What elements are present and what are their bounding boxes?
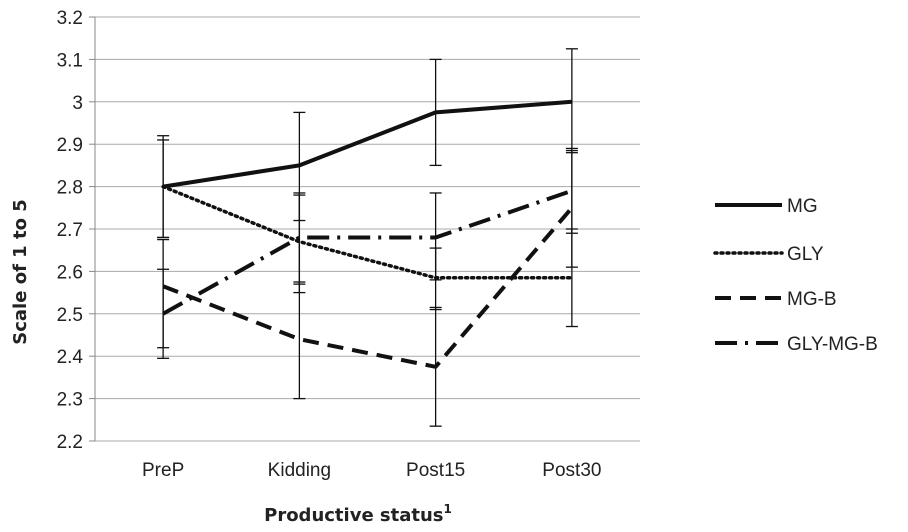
series-line-gly bbox=[161, 184, 574, 280]
series-line-mg-b bbox=[162, 206, 574, 369]
gridlines bbox=[89, 16, 640, 442]
series-line-mg bbox=[162, 99, 573, 189]
y-axis-title: Scale of 1 to 5 bbox=[10, 199, 31, 344]
y-tick-label: 2.6 bbox=[57, 262, 83, 283]
x-tick-label: PreP bbox=[142, 460, 184, 481]
x-tick-label: Kidding bbox=[268, 460, 331, 481]
y-tick-label: 2.7 bbox=[57, 220, 83, 241]
error-bars bbox=[157, 48, 578, 427]
y-tick-label: 2.2 bbox=[57, 432, 83, 453]
y-tick-label: 3.1 bbox=[57, 50, 83, 71]
x-axis-title: Productive status1 bbox=[264, 502, 452, 526]
x-axis-title-text: Productive status bbox=[264, 505, 443, 526]
y-tick-label: 2.5 bbox=[57, 305, 83, 326]
y-tick-label: 2.3 bbox=[57, 390, 83, 411]
x-tick-labels: PreP Kidding Post15 Post30 bbox=[142, 460, 601, 481]
x-axis-title-superscript: 1 bbox=[444, 502, 452, 516]
y-tick-label: 3.2 bbox=[57, 8, 83, 29]
x-tick-label: Post30 bbox=[542, 460, 601, 481]
legend: MG GLY MG-B GLY-MG-B bbox=[713, 196, 878, 355]
y-tick-label: 2.8 bbox=[57, 178, 83, 199]
series-lines bbox=[161, 99, 574, 369]
series-line-gly-mg-b bbox=[162, 188, 573, 316]
y-tick-label: 2.9 bbox=[57, 135, 83, 156]
legend-label-mg: MG bbox=[787, 196, 818, 217]
legend-label-gly: GLY bbox=[787, 244, 824, 265]
y-tick-label: 2.4 bbox=[57, 347, 84, 368]
y-tick-label: 3 bbox=[72, 93, 83, 114]
x-tick-label: Post15 bbox=[406, 460, 465, 481]
legend-label-mg-b: MG-B bbox=[787, 289, 837, 310]
legend-label-gly-mg-b: GLY-MG-B bbox=[787, 334, 878, 355]
y-tick-labels: 2.2 2.3 2.4 2.5 2.6 2.7 2.8 2.9 3 3.1 3.2 bbox=[57, 8, 84, 453]
